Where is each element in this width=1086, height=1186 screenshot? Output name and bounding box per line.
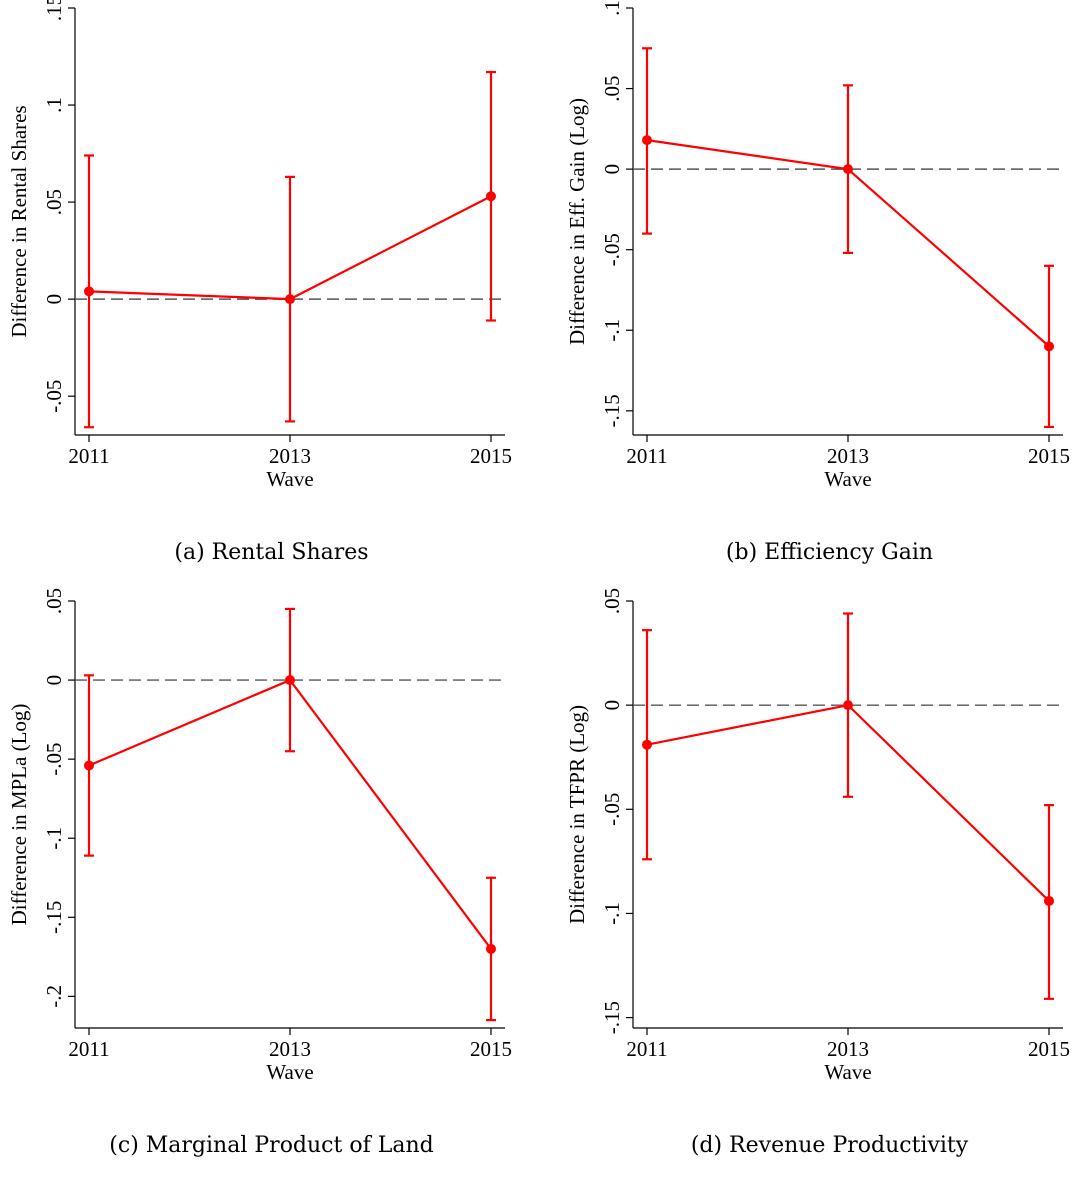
y-tick-label: -.1 [600,319,624,342]
data-point [1044,895,1054,906]
x-tick-label: 2013 [269,1037,311,1061]
caption: (b) Efficiency Gain [725,540,934,565]
x-tick-label: 2011 [626,1037,667,1061]
x-axis-title: Wave [266,467,313,491]
y-tick-label: .05 [600,588,624,614]
x-axis-title: Wave [266,1060,313,1084]
chart-rental-shares: -.05 0 .05 .1 .15 2011 2013 2015 Wave Difference … [7,0,512,491]
caption: (a) Rental Shares [174,540,369,565]
x-tick-label: 2015 [1028,1037,1070,1061]
y-tick-label: .05 [600,75,624,101]
caption: (d) Revenue Productivity [690,1133,969,1158]
y-tick-label: .1 [600,0,624,16]
x-tick-label: 2011 [626,444,667,468]
x-tick-label: 2011 [68,444,109,468]
y-axis-title: Difference in Rental Shares [7,105,31,337]
data-point [1044,341,1054,352]
panel-revenue-productivity: -.15 -.1 -.05 0 .05 2011 2013 2015 Wave Differenc… [558,588,1086,1186]
x-tick-label: 2015 [1028,444,1070,468]
y-tick-label: -.2 [42,985,66,1008]
chart-efficiency-gain: -.15 -.1 -.05 0 .05 .1 2011 2013 2015 Wave Differe… [565,0,1070,491]
data-point [84,286,94,297]
y-tick-label: -.15 [600,394,624,427]
y-tick-label: .15 [42,0,66,21]
data-point [642,739,652,750]
y-tick-label: -.05 [600,793,624,826]
x-axis-title: Wave [824,1060,871,1084]
y-tick-label: 0 [600,164,624,175]
y-tick-label: -.1 [600,902,624,925]
data-point [843,700,853,711]
y-tick-label: -.05 [42,743,66,776]
x-axis-title: Wave [824,467,871,491]
y-axis-title: Difference in MPLa (Log) [7,704,31,926]
y-tick-label: -.05 [600,233,624,266]
y-tick-label: 0 [42,294,66,305]
chart-revenue-productivity: -.15 -.1 -.05 0 .05 2011 2013 2015 Wave Differenc… [565,588,1070,1084]
x-tick-label: 2011 [68,1037,109,1061]
x-tick-label: 2015 [470,444,512,468]
data-point [285,294,295,305]
y-axis-title: Difference in Eff. Gain (Log) [565,98,589,345]
x-tick-label: 2013 [827,1037,869,1061]
y-tick-label: -.1 [42,827,66,850]
y-tick-label: .05 [42,588,66,614]
y-tick-label: 0 [600,700,624,711]
y-tick-label: 0 [42,675,66,686]
panel-rental-shares: -.05 0 .05 .1 .15 2011 2013 2015 Wave Difference … [0,0,543,593]
panel-marginal-product: -.2 -.15 -.1 -.05 0 .05 2011 2013 2015 Wave Differ… [0,588,543,1186]
data-point [486,191,496,202]
x-tick-label: 2013 [269,444,311,468]
y-tick-label: .05 [42,189,66,215]
y-tick-label: -.15 [42,901,66,934]
data-point [285,675,295,686]
data-point [843,164,853,175]
data-point [642,135,652,146]
y-tick-label: -.15 [600,1001,624,1034]
x-tick-label: 2015 [470,1037,512,1061]
caption: (c) Marginal Product of Land [109,1133,434,1158]
y-axis-title: Difference in TFPR (Log) [565,705,589,924]
y-tick-label: -.05 [42,380,66,413]
y-tick-label: .1 [42,97,66,113]
chart-marginal-product: -.2 -.15 -.1 -.05 0 .05 2011 2013 2015 Wave Differ… [7,588,512,1084]
x-tick-label: 2013 [827,444,869,468]
panel-efficiency-gain: -.15 -.1 -.05 0 .05 .1 2011 2013 2015 Wave Differe… [558,0,1086,593]
data-point [486,943,496,954]
data-point [84,760,94,771]
